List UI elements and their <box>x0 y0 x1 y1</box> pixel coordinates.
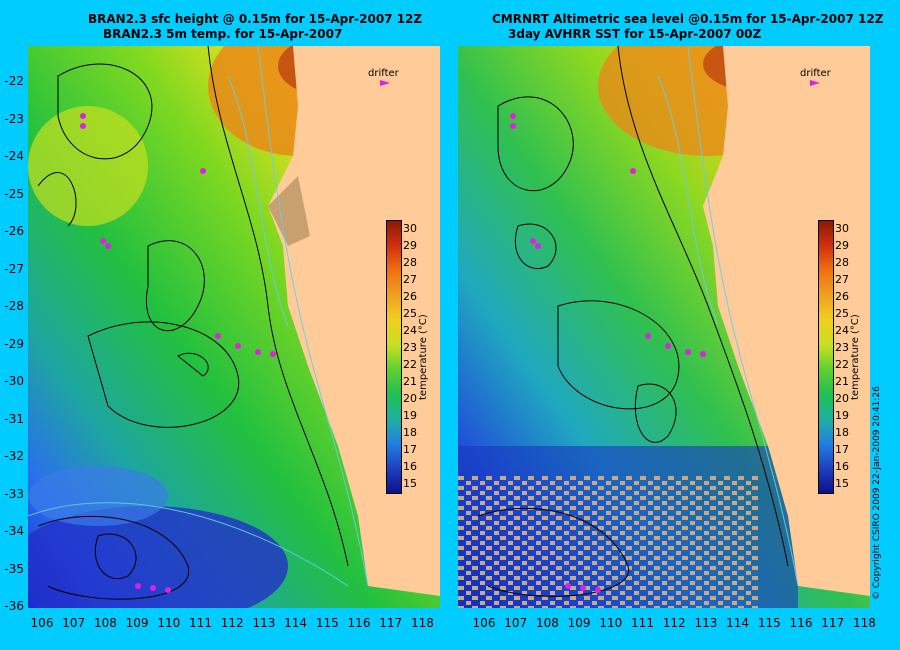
colorbar-tick-left: 18 <box>403 426 417 439</box>
colorbar-tick-left: 28 <box>403 256 417 269</box>
x-axis-tick-left: 107 <box>62 616 86 630</box>
x-axis-tick-right: 106 <box>472 616 496 630</box>
x-axis-tick-right: 109 <box>567 616 591 630</box>
right-colorbar <box>818 220 834 494</box>
y-axis-tick-left: -31 <box>4 411 24 426</box>
colorbar-tick-right: 25 <box>835 307 849 320</box>
colorbar-tick-right: 30 <box>835 222 849 235</box>
colorbar-tick-left: 26 <box>403 290 417 303</box>
x-axis-tick-left: 117 <box>379 616 403 630</box>
y-axis-tick-left: -27 <box>4 261 24 276</box>
x-axis-tick-right: 112 <box>662 616 686 630</box>
left-title-line1: BRAN2.3 sfc height @ 0.15m for 15-Apr-20… <box>88 12 423 26</box>
x-axis-tick-left: 110 <box>157 616 181 630</box>
x-axis-tick-left: 118 <box>410 616 434 630</box>
x-axis-tick-left: 115 <box>315 616 339 630</box>
y-axis-tick-left: -29 <box>4 336 24 351</box>
colorbar-tick-left: 19 <box>403 409 417 422</box>
colorbar-tick-right: 18 <box>835 426 849 439</box>
colorbar-tick-left: 16 <box>403 460 417 473</box>
left-title-line2: BRAN2.3 5m temp. for 15-Apr-2007 <box>103 27 343 41</box>
colorbar-tick-right: 28 <box>835 256 849 269</box>
x-axis-tick-right: 107 <box>504 616 528 630</box>
right-title-line1: CMRNRT Altimetric sea level @0.15m for 1… <box>492 12 884 26</box>
colorbar-tick-left: 22 <box>403 358 417 371</box>
x-axis-tick-right: 110 <box>599 616 623 630</box>
y-axis-tick-left: -28 <box>4 299 24 313</box>
y-axis-tick-left: -26 <box>4 224 24 238</box>
colorbar-tick-left: 20 <box>403 392 417 405</box>
y-axis-tick-left: -33 <box>4 486 24 501</box>
colorbar-tick-right: 16 <box>835 460 849 473</box>
x-axis-tick-left: 113 <box>252 616 276 630</box>
right-title-line2: 3day AVHRR SST for 15-Apr-2007 00Z <box>508 27 762 41</box>
y-axis-tick-left: -24 <box>4 149 24 163</box>
colorbar-tick-left: 30 <box>403 222 417 235</box>
left-colorbar <box>386 220 402 494</box>
colorbar-tick-left: 24 <box>403 324 417 337</box>
x-axis-tick-left: 109 <box>125 616 149 630</box>
y-axis-tick-left: -25 <box>4 186 24 201</box>
colorbar-tick-left: 25 <box>403 307 417 320</box>
colorbar-tick-left: 29 <box>403 239 417 252</box>
right-map-panel <box>458 46 870 608</box>
copyright-notice: © Copyright CSIRO 2009 22-Jan-2009 20:41… <box>872 386 882 600</box>
x-axis-tick-left: 108 <box>93 616 117 630</box>
colorbar-tick-left: 21 <box>403 375 417 388</box>
right-colorbar-label: temperature (°C) <box>850 314 861 400</box>
left-map-image <box>28 46 440 608</box>
y-axis-tick-left: -22 <box>4 74 24 88</box>
colorbar-tick-right: 15 <box>835 477 849 490</box>
colorbar-tick-right: 23 <box>835 341 849 354</box>
colorbar-tick-right: 20 <box>835 392 849 405</box>
colorbar-tick-left: 23 <box>403 341 417 354</box>
left-colorbar-label: temperature (°C) <box>418 314 429 400</box>
colorbar-tick-right: 17 <box>835 443 849 456</box>
colorbar-tick-right: 26 <box>835 290 849 303</box>
x-axis-tick-right: 115 <box>757 616 781 630</box>
colorbar-tick-right: 29 <box>835 239 849 252</box>
x-axis-tick-right: 116 <box>789 616 813 630</box>
colorbar-tick-right: 27 <box>835 273 849 286</box>
colorbar-tick-left: 27 <box>403 273 417 286</box>
colorbar-tick-right: 24 <box>835 324 849 337</box>
y-axis-tick-left: -32 <box>4 449 24 463</box>
colorbar-tick-left: 17 <box>403 443 417 456</box>
y-axis-tick-left: -36 <box>4 599 24 613</box>
x-axis-tick-left: 111 <box>189 616 212 630</box>
left-map-panel <box>28 46 440 608</box>
x-axis-tick-right: 118 <box>852 616 876 630</box>
y-axis-tick-left: -34 <box>4 524 24 538</box>
x-axis-tick-right: 117 <box>821 616 845 630</box>
x-axis-tick-right: 111 <box>631 616 654 630</box>
x-axis-tick-left: 112 <box>220 616 244 630</box>
y-axis-tick-left: -23 <box>4 111 24 126</box>
colorbar-tick-right: 22 <box>835 358 849 371</box>
colorbar-tick-right: 19 <box>835 409 849 422</box>
x-axis-tick-right: 113 <box>694 616 718 630</box>
right-drifter-label: drifter <box>800 68 831 79</box>
x-axis-tick-right: 108 <box>535 616 559 630</box>
colorbar-tick-left: 15 <box>403 477 417 490</box>
y-axis-tick-left: -35 <box>4 561 24 576</box>
y-axis-tick-left: -30 <box>4 374 24 388</box>
x-axis-tick-right: 114 <box>726 616 750 630</box>
right-map-image <box>458 46 870 608</box>
left-drifter-label: drifter <box>368 68 399 79</box>
x-axis-tick-left: 114 <box>284 616 308 630</box>
x-axis-tick-left: 116 <box>347 616 371 630</box>
colorbar-tick-right: 21 <box>835 375 849 388</box>
x-axis-tick-left: 106 <box>30 616 54 630</box>
